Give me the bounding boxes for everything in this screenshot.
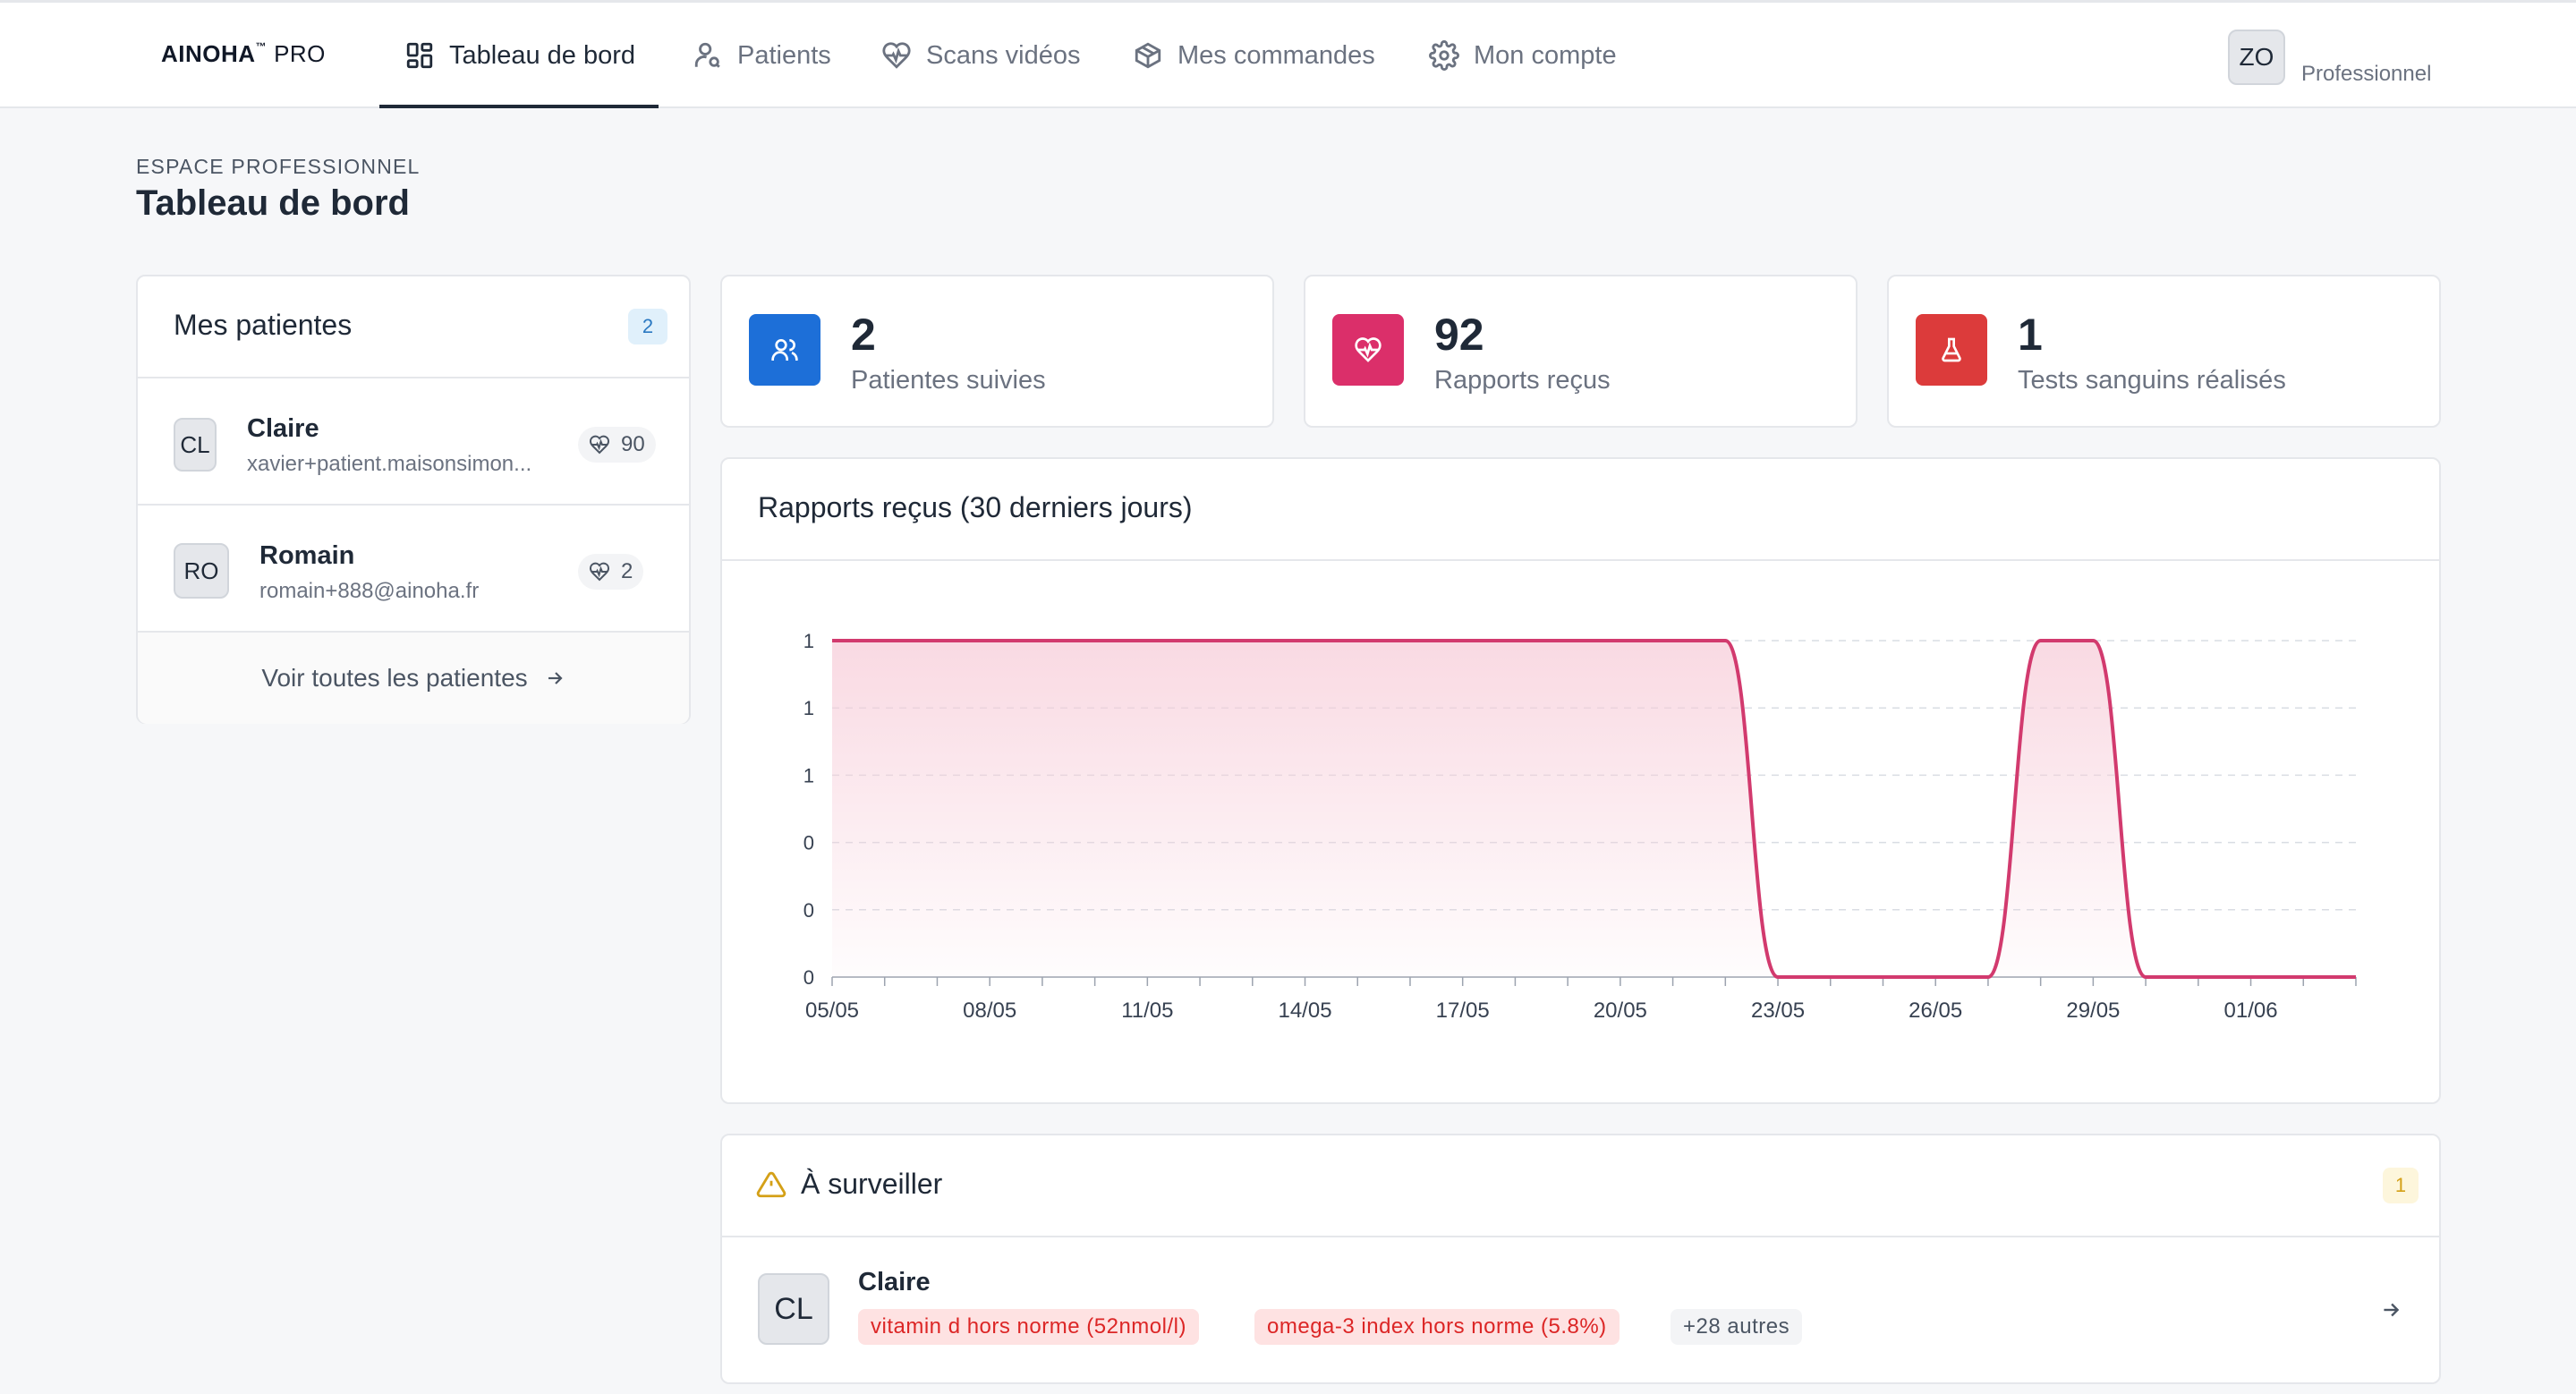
page-title: Tableau de bord bbox=[136, 183, 410, 223]
nav-label: Scans vidéos bbox=[926, 40, 1081, 70]
patients-card-title: Mes patientes bbox=[174, 309, 353, 341]
nav-label: Mon compte bbox=[1474, 40, 1617, 70]
stat-card-blood-tests: 1 Tests sanguins réalisés bbox=[1887, 275, 2441, 428]
brand-suffix: PRO bbox=[274, 40, 326, 67]
x-tick-label: 23/05 bbox=[1751, 999, 1805, 1023]
scan-count: 90 bbox=[621, 432, 645, 456]
stat-icon-box bbox=[1332, 314, 1404, 386]
stat-icon-box bbox=[749, 314, 820, 386]
stat-icon-box bbox=[1916, 314, 1987, 386]
users-icon bbox=[771, 339, 798, 361]
watch-row-claire[interactable]: CL Claire vitamin d hors norme (52nmol/l… bbox=[722, 1237, 2439, 1382]
x-tick-label: 05/05 bbox=[805, 999, 859, 1023]
y-tick-label: 0 bbox=[803, 899, 814, 922]
user-avatar[interactable]: ZO bbox=[2228, 30, 2285, 85]
stat-value: 92 bbox=[1434, 310, 1484, 360]
flask-icon bbox=[1942, 337, 1961, 362]
patient-email: romain+888@ainoha.fr bbox=[259, 579, 480, 603]
y-tick-label: 0 bbox=[803, 966, 814, 989]
patient-row-romain[interactable]: RO Romain romain+888@ainoha.fr 2 bbox=[138, 506, 689, 631]
alert-tag: vitamin d hors norme (52nmol/l) bbox=[858, 1309, 1199, 1345]
x-tick-label: 11/05 bbox=[1121, 999, 1173, 1023]
divider bbox=[138, 377, 689, 378]
reports-area-chart: 0 0 0 1 1 1 05/05 08/05 11/05 14/05 17/05 20/05 23/0… bbox=[803, 630, 2357, 1023]
watch-card-title: À surveiller bbox=[801, 1168, 943, 1200]
nav-label: Tableau de bord bbox=[449, 40, 635, 70]
series-line bbox=[832, 639, 2356, 979]
x-tick-label: 29/05 bbox=[2066, 999, 2120, 1023]
scan-count-badge: 2 bbox=[578, 554, 644, 590]
stat-card-patients: 2 Patientes suivies bbox=[720, 275, 1274, 428]
dashboard-icon bbox=[406, 42, 433, 69]
patient-avatar: CL bbox=[174, 418, 217, 472]
divider bbox=[138, 504, 689, 506]
x-tick-label: 01/06 bbox=[2224, 999, 2278, 1023]
warning-icon bbox=[756, 1171, 786, 1198]
brand-name: AINOHA bbox=[161, 40, 256, 67]
stat-value: 1 bbox=[2018, 310, 2043, 360]
gear-icon bbox=[1429, 40, 1459, 71]
nav-item-tableau-de-bord[interactable]: Tableau de bord bbox=[379, 3, 659, 108]
scan-count: 2 bbox=[621, 559, 633, 583]
x-tick-label: 08/05 bbox=[963, 999, 1016, 1023]
top-navigation-bar: AINOHA™ PRO Tableau de bord Patients Scan… bbox=[0, 0, 2576, 108]
nav-item-mon-compte[interactable]: Mon compte bbox=[1429, 3, 1617, 108]
patient-name: Romain bbox=[259, 541, 355, 570]
y-tick-label: 1 bbox=[803, 697, 814, 719]
nav-item-scans-videos[interactable]: Scans vidéos bbox=[881, 3, 1081, 108]
box-icon bbox=[1135, 42, 1161, 69]
arrow-right-icon bbox=[548, 672, 563, 684]
patient-avatar: RO bbox=[174, 543, 229, 599]
divider bbox=[722, 1236, 2439, 1237]
stat-label: Patientes suivies bbox=[851, 366, 1046, 395]
y-tick-label: 1 bbox=[803, 630, 814, 652]
stat-label: Tests sanguins réalisés bbox=[2018, 366, 2286, 395]
watch-count-badge: 1 bbox=[2383, 1168, 2419, 1203]
patient-name: Claire bbox=[858, 1268, 931, 1296]
watch-card: À surveiller 1 CL Claire vitamin d hors … bbox=[720, 1134, 2441, 1384]
patient-row-claire[interactable]: CL Claire xavier+patient.maisonsimon... … bbox=[138, 378, 689, 504]
series-area bbox=[832, 641, 2356, 977]
page-eyebrow: ESPACE PROFESSIONNEL bbox=[136, 155, 421, 178]
reports-card-title: Rapports reçus (30 derniers jours) bbox=[758, 491, 1193, 523]
more-alerts-tag: +28 autres bbox=[1671, 1309, 1803, 1345]
patient-avatar: CL bbox=[758, 1273, 829, 1345]
y-tick-label: 1 bbox=[803, 764, 814, 786]
x-tick-label: 17/05 bbox=[1436, 999, 1490, 1023]
divider bbox=[722, 559, 2439, 561]
nav-label: Mes commandes bbox=[1177, 40, 1375, 70]
stat-label: Rapports reçus bbox=[1434, 366, 1611, 395]
patients-count-badge: 2 bbox=[628, 309, 667, 344]
heart-pulse-icon bbox=[882, 42, 911, 69]
user-role: Professionnel bbox=[2301, 62, 2432, 86]
user-search-icon bbox=[694, 42, 720, 68]
stat-value: 2 bbox=[851, 310, 876, 360]
y-tick-label: 0 bbox=[803, 832, 814, 854]
x-tick-label: 20/05 bbox=[1594, 999, 1647, 1023]
alert-tag: omega-3 index hors norme (5.8%) bbox=[1254, 1309, 1620, 1345]
divider bbox=[138, 631, 689, 633]
nav-item-patients[interactable]: Patients bbox=[693, 3, 831, 108]
scan-count-badge: 90 bbox=[578, 427, 656, 463]
x-tick-label: 26/05 bbox=[1909, 999, 1962, 1023]
heart-pulse-icon bbox=[1355, 337, 1382, 362]
heart-pulse-icon bbox=[590, 435, 609, 455]
x-tick-label: 14/05 bbox=[1278, 999, 1331, 1023]
see-all-patients-link[interactable]: Voir toutes les patientes bbox=[138, 633, 689, 724]
arrow-right-icon bbox=[2384, 1303, 2400, 1317]
patients-card: Mes patientes 2 CL Claire xavier+patient… bbox=[136, 275, 691, 724]
patient-name: Claire bbox=[247, 414, 319, 443]
see-all-label: Voir toutes les patientes bbox=[261, 664, 528, 692]
nav-item-mes-commandes[interactable]: Mes commandes bbox=[1133, 3, 1375, 108]
stat-card-reports: 92 Rapports reçus bbox=[1304, 275, 1858, 428]
nav-label: Patients bbox=[737, 40, 831, 70]
patient-email: xavier+patient.maisonsimon... bbox=[247, 452, 532, 476]
heart-pulse-icon bbox=[590, 562, 609, 582]
brand-logo[interactable]: AINOHA™ PRO bbox=[161, 40, 326, 67]
